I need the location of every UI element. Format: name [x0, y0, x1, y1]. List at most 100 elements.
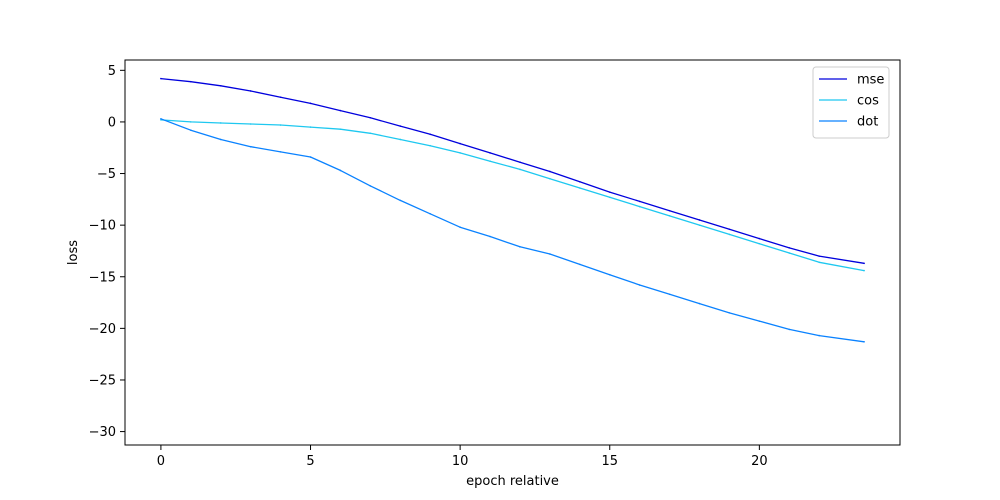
- data-point-mse: [489, 152, 491, 154]
- x-tick-label: 5: [306, 454, 314, 469]
- data-point-dot: [489, 235, 491, 238]
- data-point-dot: [309, 156, 312, 158]
- y-tick-label: 0: [108, 115, 116, 130]
- data-point-dot: [728, 312, 731, 314]
- data-point-cos: [549, 177, 551, 180]
- data-point-mse: [818, 255, 821, 257]
- x-axis: 0 5 10 15 20: [157, 445, 768, 469]
- data-point-mse: [339, 109, 342, 112]
- y-axis-title: loss: [66, 240, 81, 265]
- data-point-cos: [459, 152, 461, 154]
- series-line-dot: [160, 118, 865, 343]
- y-tick-label: 5: [108, 64, 116, 79]
- data-point-cos: [579, 187, 581, 189]
- data-point-cos: [339, 128, 342, 130]
- data-point-mse: [608, 191, 611, 193]
- data-point-dot: [788, 328, 791, 331]
- data-point-dot: [160, 118, 162, 120]
- x-tick-label: 15: [601, 454, 618, 469]
- data-point-cos: [249, 123, 252, 125]
- data-point-dot: [519, 246, 521, 248]
- data-point-cos: [788, 252, 791, 254]
- data-point-cos: [728, 233, 731, 236]
- y-tick-label: −10: [89, 219, 116, 234]
- data-point-mse: [519, 161, 521, 163]
- data-point-dot: [638, 284, 641, 286]
- data-point-cos: [219, 122, 222, 124]
- data-point-cos: [519, 168, 521, 171]
- data-point-dot: [249, 145, 252, 148]
- x-tick-label: 10: [452, 454, 469, 469]
- data-point-dot: [459, 226, 461, 229]
- data-point-cos: [489, 160, 491, 162]
- data-point-cos: [369, 132, 372, 135]
- y-tick-label: −25: [89, 373, 116, 388]
- data-point-cos: [399, 138, 402, 141]
- data-point-dot: [369, 185, 372, 187]
- data-point-cos: [429, 144, 432, 147]
- data-point-cos: [863, 269, 865, 272]
- data-point-mse: [549, 170, 551, 173]
- y-tick-label: −30: [89, 425, 116, 440]
- data-point-cos: [190, 121, 192, 123]
- data-point-mse: [728, 228, 731, 231]
- data-point-dot: [668, 293, 671, 296]
- plot-frame: [124, 59, 901, 446]
- data-point-dot: [219, 138, 222, 141]
- series-line-mse: [160, 77, 865, 264]
- legend-label-mse: mse: [857, 73, 884, 88]
- data-point-mse: [459, 142, 461, 145]
- data-point-mse: [668, 209, 671, 212]
- y-tick-label: −20: [89, 322, 116, 337]
- data-point-mse: [788, 247, 791, 249]
- x-tick-label: 0: [157, 454, 165, 469]
- data-point-mse: [429, 133, 432, 136]
- data-point-dot: [758, 320, 761, 322]
- data-point-dot: [818, 334, 821, 337]
- data-point-dot: [190, 129, 192, 131]
- data-point-dot: [279, 151, 282, 153]
- data-point-mse: [279, 96, 282, 98]
- x-tick-label: 20: [751, 454, 768, 469]
- data-point-dot: [399, 199, 402, 202]
- series-layer: [160, 77, 865, 343]
- data-point-mse: [698, 219, 701, 221]
- data-point-mse: [863, 262, 865, 265]
- data-point-dot: [608, 273, 611, 276]
- data-point-cos: [638, 205, 641, 208]
- data-point-dot: [863, 340, 865, 343]
- y-tick-label: −15: [89, 270, 116, 285]
- data-point-cos: [279, 124, 282, 126]
- legend-label-cos: cos: [857, 94, 879, 109]
- data-point-cos: [309, 126, 312, 128]
- legend: mse cos dot: [812, 66, 890, 139]
- data-point-cos: [668, 215, 671, 217]
- y-tick-label: −5: [97, 167, 116, 182]
- data-point-dot: [429, 212, 432, 215]
- data-point-mse: [219, 85, 222, 87]
- data-point-dot: [579, 263, 581, 266]
- data-point-mse: [160, 77, 162, 80]
- data-point-mse: [309, 102, 312, 105]
- data-point-cos: [608, 196, 611, 199]
- data-point-mse: [249, 90, 252, 92]
- data-point-mse: [638, 200, 641, 203]
- data-point-dot: [339, 169, 342, 172]
- data-point-mse: [369, 117, 372, 119]
- legend-box: [812, 66, 890, 139]
- data-point-dot: [549, 253, 551, 255]
- x-axis-title: epoch relative: [466, 474, 559, 489]
- series-line-cos: [160, 119, 865, 272]
- legend-label-dot: dot: [857, 115, 878, 130]
- plot-area: [124, 59, 901, 446]
- data-point-mse: [399, 125, 402, 127]
- y-axis: 5 0 −5 −10 −15 −20 −25 −30: [89, 64, 125, 440]
- data-point-cos: [758, 242, 761, 245]
- data-point-cos: [698, 224, 701, 226]
- data-point-dot: [698, 302, 701, 305]
- data-point-cos: [818, 261, 821, 264]
- data-point-mse: [190, 80, 192, 83]
- data-point-mse: [758, 237, 761, 240]
- data-point-mse: [579, 180, 581, 183]
